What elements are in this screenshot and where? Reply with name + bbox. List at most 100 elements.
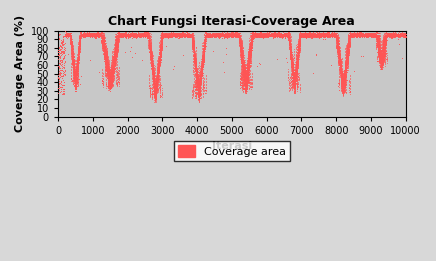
Point — [281, 33, 288, 37]
Point — [295, 54, 302, 58]
Point — [146, 51, 153, 55]
Point — [107, 79, 114, 83]
Point — [135, 32, 142, 37]
Point — [134, 34, 141, 38]
Point — [192, 66, 199, 70]
Point — [293, 57, 300, 61]
Point — [72, 61, 79, 65]
Point — [75, 62, 82, 66]
Point — [116, 31, 123, 35]
Point — [114, 43, 121, 47]
Point — [288, 51, 295, 55]
Point — [104, 69, 111, 73]
Point — [107, 82, 114, 86]
Point — [152, 93, 159, 97]
Point — [115, 78, 122, 82]
Point — [166, 34, 173, 39]
Point — [121, 35, 128, 39]
Point — [151, 67, 158, 71]
Point — [240, 67, 247, 71]
Point — [73, 79, 80, 83]
Point — [376, 47, 383, 51]
Point — [241, 69, 248, 73]
Point — [78, 34, 85, 38]
Point — [191, 66, 198, 70]
Point — [254, 32, 261, 37]
Point — [166, 33, 173, 38]
Point — [374, 31, 381, 35]
Point — [93, 33, 100, 37]
Point — [107, 74, 114, 79]
Point — [340, 85, 347, 89]
Point — [55, 52, 62, 56]
Point — [73, 68, 80, 73]
Point — [104, 71, 111, 75]
Point — [344, 50, 351, 54]
Point — [330, 32, 337, 36]
Point — [150, 72, 157, 76]
Point — [237, 35, 244, 39]
Point — [195, 84, 202, 88]
Point — [307, 32, 314, 36]
Point — [239, 49, 246, 53]
Point — [354, 34, 361, 38]
Point — [334, 84, 341, 88]
Point — [304, 34, 311, 38]
Point — [113, 43, 120, 47]
Point — [112, 44, 119, 48]
Point — [195, 93, 202, 97]
Point — [72, 76, 78, 80]
Point — [109, 74, 116, 78]
Point — [106, 82, 113, 87]
Point — [243, 86, 250, 90]
Point — [378, 58, 385, 62]
Point — [378, 58, 385, 62]
Point — [112, 44, 119, 48]
Point — [244, 76, 251, 80]
Point — [323, 32, 330, 36]
Point — [224, 32, 231, 36]
Point — [247, 43, 254, 47]
Point — [147, 57, 154, 61]
Point — [378, 60, 385, 64]
Point — [107, 70, 114, 75]
Point — [69, 62, 76, 66]
Point — [379, 52, 386, 57]
Point — [265, 32, 272, 37]
Point — [193, 69, 200, 73]
Point — [245, 56, 252, 60]
Point — [381, 47, 388, 51]
Point — [288, 54, 295, 58]
Point — [157, 47, 164, 51]
Point — [194, 78, 201, 82]
Point — [245, 60, 252, 64]
Point — [375, 39, 382, 44]
Point — [106, 77, 112, 81]
Point — [61, 32, 68, 36]
Point — [337, 64, 344, 68]
Point — [239, 69, 246, 73]
Point — [335, 34, 342, 38]
Point — [341, 77, 347, 81]
Point — [296, 46, 303, 51]
Point — [118, 34, 125, 38]
Point — [328, 32, 335, 36]
Point — [377, 48, 384, 52]
Point — [211, 31, 218, 35]
Point — [157, 51, 164, 55]
Point — [72, 71, 79, 75]
Point — [67, 39, 74, 44]
Point — [106, 80, 113, 84]
Point — [245, 50, 252, 54]
Point — [327, 33, 334, 37]
Point — [294, 60, 301, 64]
Point — [318, 34, 325, 38]
Point — [105, 74, 112, 79]
Point — [115, 40, 122, 45]
Point — [103, 57, 110, 61]
Point — [203, 33, 210, 38]
Point — [353, 32, 360, 37]
Point — [346, 90, 353, 94]
Point — [107, 80, 114, 84]
Point — [290, 72, 296, 76]
